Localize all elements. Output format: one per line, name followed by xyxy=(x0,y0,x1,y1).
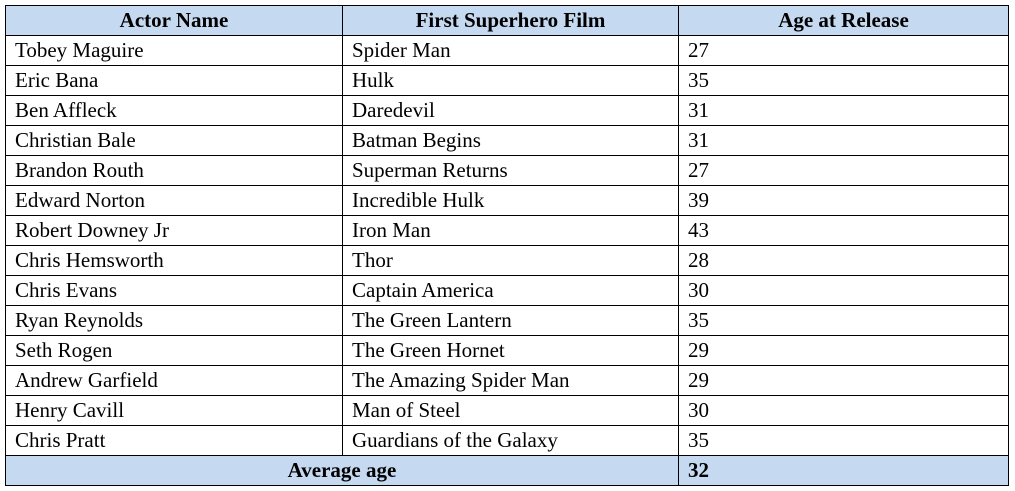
film-cell: Man of Steel xyxy=(342,395,679,426)
table-row: Eric Bana Hulk 35 xyxy=(5,65,1009,96)
film-cell: Captain America xyxy=(342,275,679,306)
table-row: Henry Cavill Man of Steel 30 xyxy=(5,395,1009,426)
film-cell: Daredevil xyxy=(342,95,679,126)
header-first-superhero-film: First Superhero Film xyxy=(342,5,679,36)
actor-name-cell: Eric Bana xyxy=(5,65,343,96)
film-cell: Incredible Hulk xyxy=(342,185,679,216)
film-cell: The Green Hornet xyxy=(342,335,679,366)
film-cell: Hulk xyxy=(342,65,679,96)
table-row: Chris Pratt Guardians of the Galaxy 35 xyxy=(5,425,1009,456)
age-cell: 30 xyxy=(678,275,1009,306)
age-cell: 27 xyxy=(678,35,1009,66)
table-row: Andrew Garfield The Amazing Spider Man 29 xyxy=(5,365,1009,396)
age-cell: 35 xyxy=(678,65,1009,96)
actor-name-cell: Ben Affleck xyxy=(5,95,343,126)
actor-name-cell: Ryan Reynolds xyxy=(5,305,343,336)
actor-name-cell: Robert Downey Jr xyxy=(5,215,343,246)
header-row: Actor Name First Superhero Film Age at R… xyxy=(5,5,1009,36)
actor-name-cell: Chris Pratt xyxy=(5,425,343,456)
table-row: Edward Norton Incredible Hulk 39 xyxy=(5,185,1009,216)
actor-name-cell: Chris Hemsworth xyxy=(5,245,343,276)
age-cell: 31 xyxy=(678,125,1009,156)
header-age-at-release: Age at Release xyxy=(678,5,1009,36)
header-actor-name: Actor Name xyxy=(5,5,343,36)
age-cell: 31 xyxy=(678,95,1009,126)
average-row: Average age 32 xyxy=(5,455,1009,486)
actor-name-cell: Brandon Routh xyxy=(5,155,343,186)
average-age-label: Average age xyxy=(5,455,679,486)
age-cell: 28 xyxy=(678,245,1009,276)
film-cell: The Green Lantern xyxy=(342,305,679,336)
table-row: Chris Hemsworth Thor 28 xyxy=(5,245,1009,276)
film-cell: Batman Begins xyxy=(342,125,679,156)
average-age-value: 32 xyxy=(678,455,1009,486)
table-row: Brandon Routh Superman Returns 27 xyxy=(5,155,1009,186)
actor-name-cell: Tobey Maguire xyxy=(5,35,343,66)
age-cell: 29 xyxy=(678,335,1009,366)
age-cell: 29 xyxy=(678,365,1009,396)
table-header: Actor Name First Superhero Film Age at R… xyxy=(5,5,1009,36)
table-footer: Average age 32 xyxy=(5,455,1009,486)
age-cell: 30 xyxy=(678,395,1009,426)
table-body: Tobey Maguire Spider Man 27 Eric Bana Hulk 35… xyxy=(5,35,1009,456)
actor-name-cell: Andrew Garfield xyxy=(5,365,343,396)
table-row: Christian Bale Batman Begins 31 xyxy=(5,125,1009,156)
age-cell: 35 xyxy=(678,425,1009,456)
actor-name-cell: Chris Evans xyxy=(5,275,343,306)
age-cell: 43 xyxy=(678,215,1009,246)
table-row: Robert Downey Jr Iron Man 43 xyxy=(5,215,1009,246)
actor-name-cell: Christian Bale xyxy=(5,125,343,156)
film-cell: Spider Man xyxy=(342,35,679,66)
age-cell: 27 xyxy=(678,155,1009,186)
table-row: Chris Evans Captain America 30 xyxy=(5,275,1009,306)
actor-name-cell: Seth Rogen xyxy=(5,335,343,366)
table-row: Ben Affleck Daredevil 31 xyxy=(5,95,1009,126)
film-cell: Guardians of the Galaxy xyxy=(342,425,679,456)
film-cell: Thor xyxy=(342,245,679,276)
film-cell: The Amazing Spider Man xyxy=(342,365,679,396)
table-row: Tobey Maguire Spider Man 27 xyxy=(5,35,1009,66)
actor-name-cell: Henry Cavill xyxy=(5,395,343,426)
film-cell: Iron Man xyxy=(342,215,679,246)
age-cell: 35 xyxy=(678,305,1009,336)
age-cell: 39 xyxy=(678,185,1009,216)
film-cell: Superman Returns xyxy=(342,155,679,186)
table-row: Seth Rogen The Green Hornet 29 xyxy=(5,335,1009,366)
actor-name-cell: Edward Norton xyxy=(5,185,343,216)
table-row: Ryan Reynolds The Green Lantern 35 xyxy=(5,305,1009,336)
actors-table: Actor Name First Superhero Film Age at R… xyxy=(5,5,1009,486)
